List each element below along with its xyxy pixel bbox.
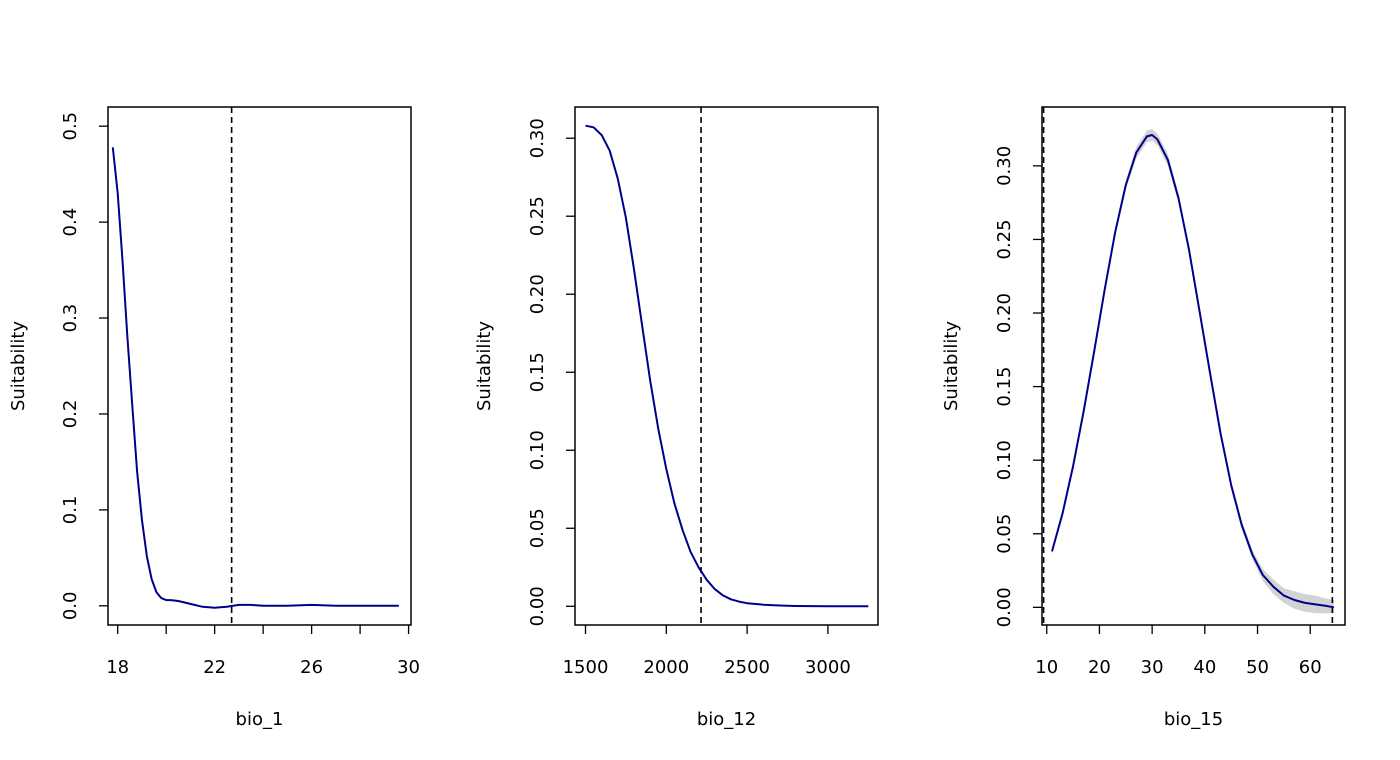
vline-layer xyxy=(1042,107,1334,625)
x-tick-label: 2000 xyxy=(643,657,689,678)
y-tick-label: 0.25 xyxy=(527,196,548,236)
plot-frame xyxy=(574,106,879,626)
x-tick-label: 30 xyxy=(1141,657,1164,678)
y-tick-label: 0.15 xyxy=(527,352,548,392)
ticks-layer: 1500 2000 2500 3000 0.00 0.05 0.10 0.15 0.20 0.25… xyxy=(527,118,851,678)
x-tick-label: 20 xyxy=(1088,657,1111,678)
x-axis-label: bio_1 xyxy=(236,709,284,730)
series-layer xyxy=(111,147,399,609)
response-curve xyxy=(111,147,399,609)
y-tick-label: 0.2 xyxy=(60,400,81,429)
x-tick-label: 26 xyxy=(300,657,323,678)
x-tick-label: 3000 xyxy=(805,657,851,678)
y-tick-label: 0.10 xyxy=(527,430,548,470)
band-layer xyxy=(1052,129,1334,614)
x-tick-label: 10 xyxy=(1035,657,1058,678)
y-tick-label: 0.10 xyxy=(994,440,1015,480)
x-tick-label: 1500 xyxy=(563,657,609,678)
x-axis-label: bio_15 xyxy=(1164,709,1223,730)
ticks-layer: 10 20 30 40 50 60 0.00 0.05 0.10 0.15 0.20 0.25 0.30 xyxy=(994,146,1322,678)
x-tick-label: 18 xyxy=(106,657,129,678)
panel-bio-1: 18 22 26 30 0.0 0.1 0.2 0.3 0.4 0.5 bio_1 Suitabi… xyxy=(8,106,420,730)
y-tick-label: 0.3 xyxy=(60,304,81,333)
x-tick-label: 40 xyxy=(1193,657,1216,678)
y-tick-label: 0.05 xyxy=(994,514,1015,554)
y-tick-label: 0.00 xyxy=(527,586,548,626)
y-axis-label: Suitability xyxy=(474,321,495,411)
y-tick-label: 0.20 xyxy=(527,274,548,314)
y-tick-label: 0.05 xyxy=(527,508,548,548)
y-tick-label: 0.0 xyxy=(60,591,81,620)
ticks-layer: 18 22 26 30 0.0 0.1 0.2 0.3 0.4 0.5 xyxy=(60,112,420,678)
response-curve xyxy=(1051,134,1335,609)
series-layer xyxy=(585,124,869,608)
x-tick-label: 22 xyxy=(203,657,226,678)
y-tick-label: 0.25 xyxy=(994,219,1015,259)
x-tick-label: 30 xyxy=(397,657,420,678)
y-tick-label: 0.30 xyxy=(994,146,1015,186)
y-tick-label: 0.1 xyxy=(60,496,81,525)
y-tick-label: 0.20 xyxy=(994,293,1015,333)
x-axis-label: bio_12 xyxy=(697,709,756,730)
response-curve xyxy=(585,124,869,608)
y-tick-label: 0.15 xyxy=(994,367,1015,407)
confidence-band xyxy=(1052,129,1334,614)
y-axis-label: Suitability xyxy=(8,321,29,411)
y-tick-label: 0.5 xyxy=(60,112,81,141)
y-tick-label: 0.4 xyxy=(60,208,81,237)
x-tick-label: 50 xyxy=(1246,657,1269,678)
x-tick-label: 2500 xyxy=(724,657,770,678)
y-axis-label: Suitability xyxy=(941,321,962,411)
plot-frame xyxy=(107,106,412,626)
y-tick-label: 0.00 xyxy=(994,587,1015,627)
plot-frame xyxy=(1041,106,1346,626)
x-tick-label: 60 xyxy=(1299,657,1322,678)
y-tick-label: 0.30 xyxy=(527,118,548,158)
series-layer xyxy=(1051,134,1335,609)
panel-bio-15: 10 20 30 40 50 60 0.00 0.05 0.10 0.15 0.20 0.25 0.30… xyxy=(941,106,1346,730)
panel-bio-12: 1500 2000 2500 3000 0.00 0.05 0.10 0.15 0.20 0.25… xyxy=(474,106,879,730)
